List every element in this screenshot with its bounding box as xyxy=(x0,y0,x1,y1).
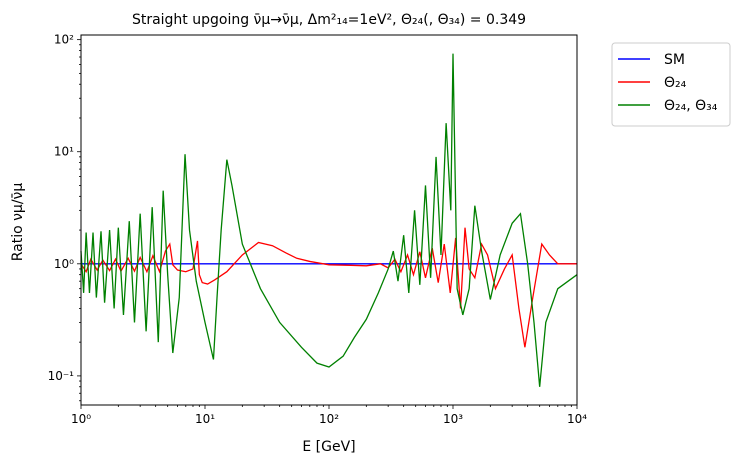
x-tick-label: 10⁴ xyxy=(567,412,587,426)
legend-label-2: Θ₂₄, Θ₃₄ xyxy=(664,98,718,114)
y-tick-label: 10¹ xyxy=(54,145,74,159)
x-tick-label: 10¹ xyxy=(195,412,215,426)
chart-title: Straight upgoing ν̄μ→ν̄μ, Δm²₁₄=1eV², Θ₂… xyxy=(132,12,526,28)
y-axis: 10⁻¹ 10⁰ 10¹ 10² xyxy=(48,33,81,402)
y-tick-label: 10⁻¹ xyxy=(48,369,75,383)
y-tick-label: 10² xyxy=(54,33,74,47)
series-line-1 xyxy=(80,227,577,348)
legend-label-0: SM xyxy=(664,52,685,68)
x-tick-label: 10⁰ xyxy=(71,412,91,426)
plot-area xyxy=(81,35,577,405)
x-axis: 10⁰ 10¹ 10² 10³ 10⁴ xyxy=(71,405,587,426)
series-line-2 xyxy=(80,53,578,387)
series-layer xyxy=(80,53,578,387)
x-tick-label: 10³ xyxy=(443,412,463,426)
y-axis-label: Ratio νμ/ν̄μ xyxy=(10,183,26,262)
x-tick-label: 10² xyxy=(319,412,339,426)
y-tick-label: 10⁰ xyxy=(54,257,74,271)
legend: SM Θ₂₄ Θ₂₄, Θ₃₄ xyxy=(611,42,731,127)
x-axis-label: E [GeV] xyxy=(302,439,355,455)
legend-label-1: Θ₂₄ xyxy=(664,75,687,91)
